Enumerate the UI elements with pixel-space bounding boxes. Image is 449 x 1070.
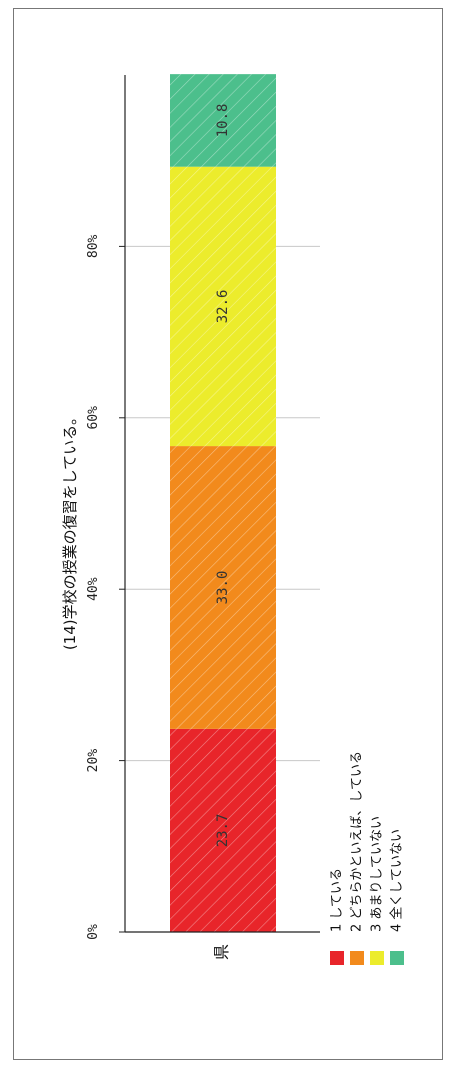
tick-label: 80%: [86, 234, 101, 258]
legend-label: 4 全くしていない: [389, 829, 405, 932]
legend-swatch: [370, 951, 384, 965]
tick-label: 0%: [86, 924, 101, 940]
bar-segment-hatch: [170, 446, 276, 729]
legend-swatch: [350, 951, 364, 965]
bar-layer: [170, 74, 276, 932]
tick-label: 20%: [86, 749, 101, 773]
legend-layer: 1 している 2 どちらかといえば、している 3 あまりしていない 4 全くしていない: [330, 751, 405, 965]
legend-swatch: [330, 951, 344, 965]
bar-segment-hatch: [170, 728, 276, 932]
bar-segment-hatch: [170, 74, 276, 167]
axis-layer: 0% 20% 40% 60% 80%: [86, 75, 320, 940]
category-label: 県: [212, 944, 231, 960]
data-label: 32.6: [215, 290, 231, 324]
legend-label: 3 あまりしていない: [370, 816, 385, 932]
chart-frame: [13, 8, 443, 1060]
data-label: 33.0: [215, 571, 231, 605]
bar-segment-hatch: [170, 166, 276, 447]
chart-title: (14)学校の授業の復習をしている。: [61, 410, 79, 650]
tick-label: 60%: [86, 406, 101, 430]
legend-label: 2 どちらかといえば、している: [350, 751, 365, 932]
data-label: 23.7: [215, 814, 231, 848]
legend-label: 1 している: [330, 868, 345, 932]
label-layer: 県 23.7 33.0 32.6 10.8: [212, 104, 231, 960]
data-label: 10.8: [215, 104, 231, 138]
tick-label: 40%: [86, 577, 101, 601]
legend-swatch: [390, 951, 404, 965]
